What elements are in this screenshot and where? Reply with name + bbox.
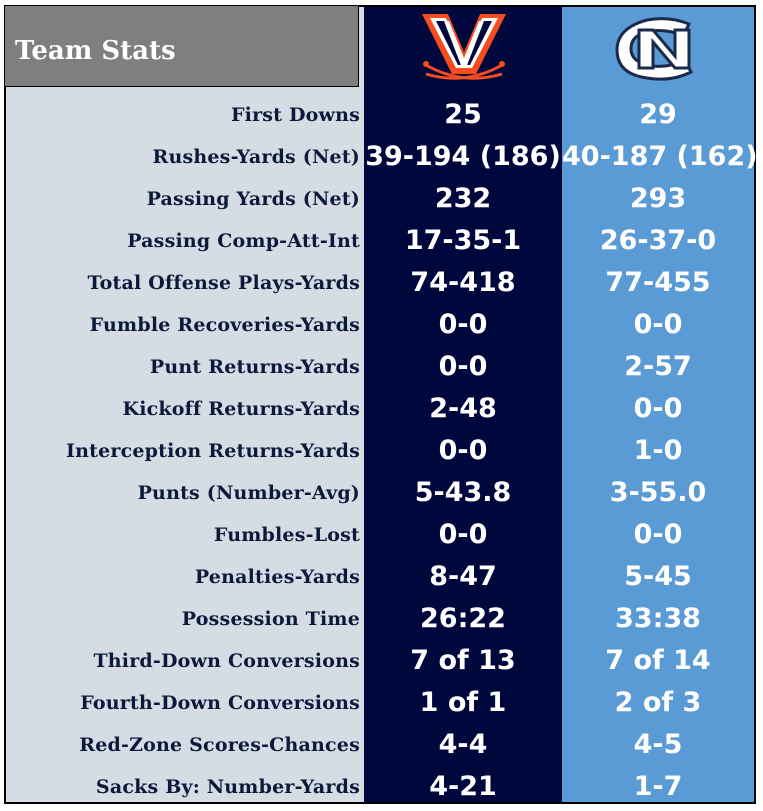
unc-value: 7 of 14: [605, 645, 711, 676]
stat-row: Fourth-Down Conversions 1 of 1 2 of 3: [0, 682, 763, 724]
stat-label: Red-Zone Scores-Chances: [79, 734, 360, 756]
stat-label: Sacks By: Number-Yards: [95, 776, 360, 798]
stat-label: Punts (Number-Avg): [137, 482, 360, 504]
virginia-value: 2-48: [429, 393, 497, 424]
virginia-value: 4-21: [429, 771, 497, 802]
stat-label: Kickoff Returns-Yards: [122, 398, 360, 420]
virginia-value: 5-43.8: [414, 477, 512, 508]
stat-row: Fumbles-Lost 0-0 0-0: [0, 514, 763, 556]
stat-row: Red-Zone Scores-Chances 4-4 4-5: [0, 724, 763, 766]
virginia-value: 8-47: [429, 561, 497, 592]
stat-row: Interception Returns-Yards 0-0 1-0: [0, 430, 763, 472]
stat-row: Sacks By: Number-Yards 4-21 1-7: [0, 766, 763, 808]
stat-label: Fumbles-Lost: [213, 524, 360, 546]
unc-value: 2 of 3: [614, 687, 702, 718]
stat-label: Fourth-Down Conversions: [80, 692, 360, 714]
unc-value: 3-55.0: [609, 477, 707, 508]
unc-value: 2-57: [624, 351, 692, 382]
virginia-value: 232: [434, 183, 492, 214]
stat-row: Fumble Recoveries-Yards 0-0 0-0: [0, 304, 763, 346]
table-title: Team Stats: [15, 36, 176, 66]
virginia-v-sabres-logo: [422, 14, 506, 80]
stat-row: Punt Returns-Yards 0-0 2-57: [0, 346, 763, 388]
unc-value: 26-37-0: [599, 225, 717, 256]
stat-label: Rushes-Yards (Net): [152, 146, 360, 168]
virginia-value: 17-35-1: [404, 225, 522, 256]
unc-value: 77-455: [605, 267, 711, 298]
virginia-value: 0-0: [438, 351, 488, 382]
virginia-value: 0-0: [438, 309, 488, 340]
unc-value: 0-0: [633, 309, 683, 340]
stat-label: Third-Down Conversions: [93, 650, 360, 672]
unc-value: 5-45: [624, 561, 692, 592]
stat-label: Interception Returns-Yards: [66, 440, 360, 462]
stat-label: Punt Returns-Yards: [149, 356, 360, 378]
stat-row: First Downs 25 29: [0, 94, 763, 136]
stat-label: Possession Time: [181, 608, 360, 630]
unc-nc-interlock-logo: [615, 17, 694, 81]
virginia-value: 1 of 1: [419, 687, 507, 718]
unc-value: 1-7: [633, 771, 683, 802]
virginia-value: 74-418: [410, 267, 516, 298]
unc-value: 40-187 (162): [562, 141, 758, 172]
stat-row: Total Offense Plays-Yards 74-418 77-455: [0, 262, 763, 304]
virginia-value: 26:22: [420, 603, 506, 634]
stat-row: Passing Yards (Net) 232 293: [0, 178, 763, 220]
stat-label: Total Offense Plays-Yards: [87, 272, 360, 294]
stat-row: Punts (Number-Avg) 5-43.8 3-55.0: [0, 472, 763, 514]
unc-value: 33:38: [615, 603, 701, 634]
stat-row: Possession Time 26:22 33:38: [0, 598, 763, 640]
unc-value: 4-5: [633, 729, 683, 760]
unc-value: 29: [639, 99, 677, 130]
virginia-value: 4-4: [438, 729, 488, 760]
stat-row: Rushes-Yards (Net) 39-194 (186) 40-187 (16…: [0, 136, 763, 178]
table-header: Team Stats: [4, 5, 359, 87]
stat-label: Fumble Recoveries-Yards: [89, 314, 360, 336]
unc-column: [562, 7, 754, 802]
stat-label: Passing Yards (Net): [146, 188, 360, 210]
virginia-value: 0-0: [438, 435, 488, 466]
unc-value: 0-0: [633, 393, 683, 424]
virginia-value: 25: [444, 99, 482, 130]
virginia-value: 7 of 13: [410, 645, 516, 676]
unc-value: 293: [629, 183, 687, 214]
stat-label: First Downs: [230, 104, 360, 126]
stat-row: Kickoff Returns-Yards 2-48 0-0: [0, 388, 763, 430]
stat-row: Penalties-Yards 8-47 5-45: [0, 556, 763, 598]
virginia-value: 39-194 (186): [365, 141, 561, 172]
stat-label: Passing Comp-Att-Int: [127, 230, 360, 252]
unc-value: 0-0: [633, 519, 683, 550]
virginia-column: [364, 7, 562, 802]
stat-label: Penalties-Yards: [194, 566, 360, 588]
unc-value: 1-0: [633, 435, 683, 466]
stat-row: Third-Down Conversions 7 of 13 7 of 14: [0, 640, 763, 682]
virginia-value: 0-0: [438, 519, 488, 550]
stat-row: Passing Comp-Att-Int 17-35-1 26-37-0: [0, 220, 763, 262]
